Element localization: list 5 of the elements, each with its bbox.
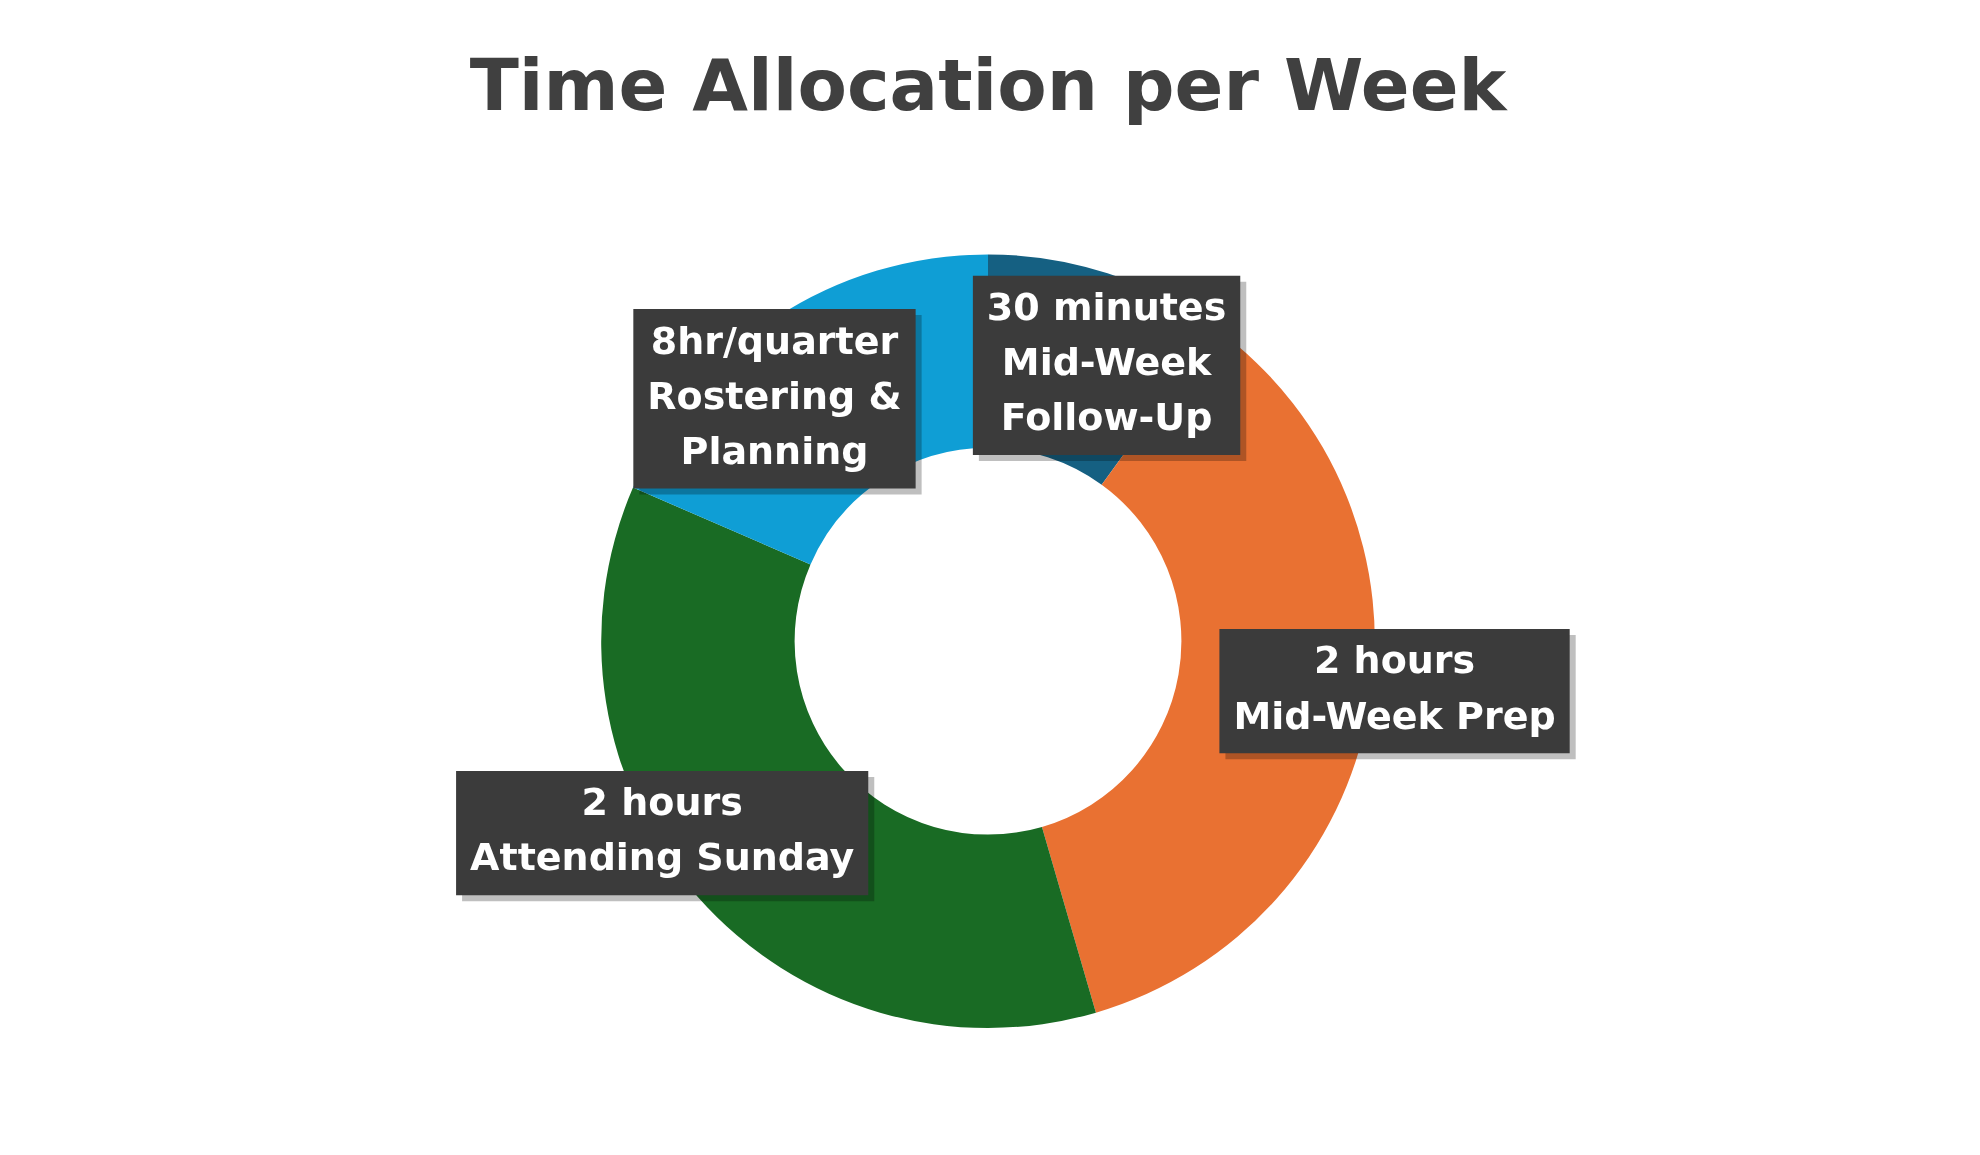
chart-title: Time Allocation per Week [469, 42, 1509, 127]
slice-label: 2 hours Mid-Week Prep [1233, 638, 1556, 738]
slice-label: 30 minutes Mid-Week Follow-Up [986, 285, 1227, 440]
slice-label: 2 hours Attending Sunday [470, 780, 855, 880]
slice-label: 8hr/quarter Rostering & Planning [647, 318, 902, 473]
